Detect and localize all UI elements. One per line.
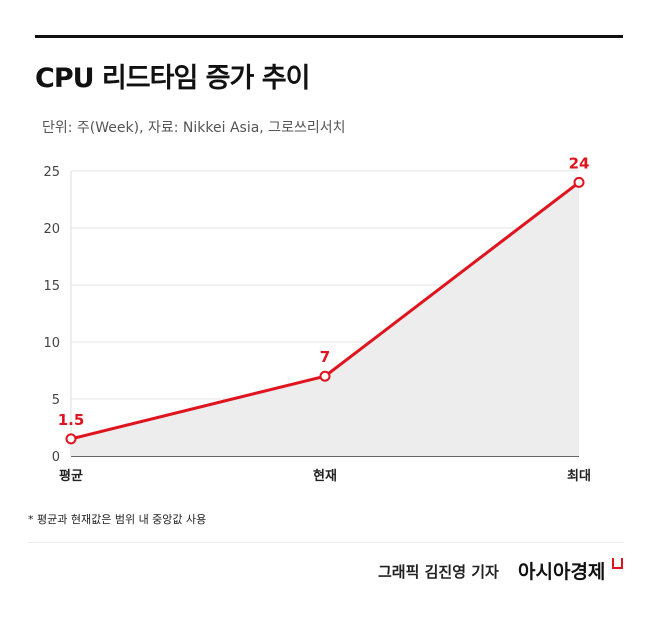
data-label: 1.5 — [58, 411, 85, 429]
publisher-logo: 아시아경제 — [518, 561, 606, 583]
data-label: 7 — [320, 348, 330, 366]
area-fill — [71, 182, 579, 456]
y-tick-label: 0 — [52, 450, 60, 465]
x-tick-label: 최대 — [567, 469, 591, 484]
y-tick-label: 25 — [43, 165, 60, 180]
top-rule — [35, 35, 623, 38]
chart-title: CPU 리드타임 증가 추이 — [35, 63, 310, 94]
footnote: * 평균과 현재값은 범위 내 중앙값 사용 — [28, 513, 207, 526]
x-tick-label: 현재 — [313, 468, 337, 484]
y-tick-label: 10 — [43, 336, 60, 351]
y-tick-label: 5 — [52, 393, 60, 408]
logo-mark-icon — [612, 558, 623, 569]
data-point — [65, 433, 77, 445]
divider — [28, 542, 624, 543]
graphic-credit: 그래픽 김진영 기자 — [378, 563, 499, 581]
y-tick-label: 15 — [43, 279, 60, 294]
x-tick-label: 평균 — [59, 468, 83, 484]
chart-subtitle: 단위: 주(Week), 자료: Nikkei Asia, 그로쓰리서치 — [42, 120, 346, 136]
data-point — [319, 370, 331, 382]
data-point — [573, 176, 585, 188]
data-label: 24 — [569, 154, 590, 172]
y-tick-label: 20 — [43, 222, 60, 237]
